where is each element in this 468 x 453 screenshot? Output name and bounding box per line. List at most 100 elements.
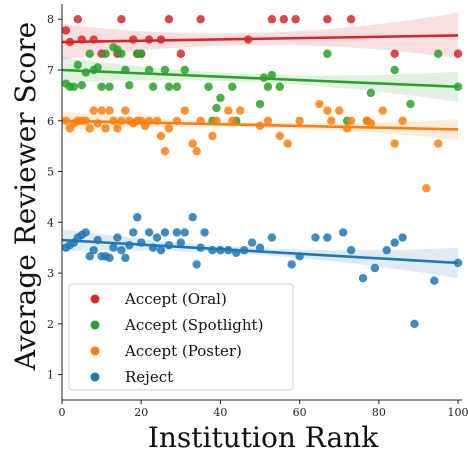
data-point [228, 116, 237, 125]
data-point [267, 233, 277, 242]
legend: Accept (Oral) Accept (Spotlight) Accept (P… [68, 283, 294, 391]
data-point [430, 276, 439, 285]
y-tick-label: 8 [47, 13, 54, 26]
data-point [97, 82, 106, 91]
data-point [113, 233, 122, 242]
data-point [236, 106, 245, 115]
x-axis-label: Institution Rank [148, 421, 379, 453]
data-point [160, 228, 170, 237]
data-point [275, 82, 285, 91]
y-tick-label: 5 [47, 166, 54, 179]
data-point [156, 131, 166, 141]
x-tick-label: 0 [59, 406, 66, 419]
data-point [97, 106, 106, 115]
data-point [164, 82, 174, 91]
data-point [117, 15, 126, 24]
data-point [323, 15, 332, 24]
x-tick-label: 20 [134, 406, 148, 419]
data-point [255, 243, 265, 252]
data-point [144, 228, 154, 237]
data-point [200, 228, 209, 237]
data-point [267, 15, 277, 24]
data-point [77, 81, 87, 90]
data-point [358, 273, 368, 283]
data-point [275, 131, 285, 141]
data-point [117, 49, 126, 58]
data-point [267, 70, 277, 80]
data-points [61, 15, 463, 329]
legend-box [68, 283, 294, 391]
y-tick-label: 1 [47, 369, 54, 382]
data-point [422, 184, 431, 193]
data-point [291, 15, 300, 24]
data-point [192, 260, 201, 269]
data-point [311, 233, 320, 242]
data-point [73, 15, 83, 24]
data-point [85, 49, 94, 58]
data-point [129, 35, 138, 44]
data-point [144, 65, 154, 75]
data-point [61, 26, 71, 35]
x-tick-label: 80 [372, 406, 386, 419]
y-tick-label: 3 [47, 267, 54, 280]
regression-line-3 [61, 238, 459, 265]
data-point [434, 49, 443, 58]
legend-marker [90, 294, 100, 304]
data-point [295, 116, 304, 125]
data-point [93, 63, 102, 72]
data-point [172, 228, 182, 237]
regression-line-2 [61, 119, 459, 131]
legend-label: Accept (Oral) [124, 290, 227, 308]
data-point [346, 116, 356, 125]
data-point [101, 124, 110, 133]
legend-marker [90, 346, 100, 356]
data-point [160, 65, 170, 75]
data-point [279, 15, 288, 24]
data-point [121, 106, 130, 115]
data-point [327, 116, 336, 125]
y-axis-label: Average Reviewer Score [9, 22, 42, 371]
data-point [346, 15, 356, 24]
data-point [180, 228, 189, 237]
data-point [113, 124, 122, 133]
data-point [390, 49, 399, 58]
data-point [382, 246, 391, 255]
regression-lines [61, 34, 459, 265]
data-point [89, 106, 98, 115]
data-point [323, 106, 332, 115]
data-point [216, 93, 225, 103]
data-point [164, 15, 174, 24]
data-point [188, 213, 197, 222]
data-point [335, 106, 344, 115]
data-point [366, 88, 376, 98]
legend-marker [90, 320, 100, 330]
data-point [342, 124, 352, 133]
x-tick-label: 60 [293, 406, 307, 419]
regression-line-0 [61, 34, 459, 44]
data-point [208, 131, 217, 141]
data-point [390, 65, 399, 75]
data-point [176, 49, 186, 58]
data-point [105, 253, 114, 263]
data-point [188, 139, 197, 148]
data-point [125, 81, 134, 90]
data-point [247, 238, 257, 247]
data-point [287, 260, 296, 269]
data-point [410, 319, 419, 329]
data-point [283, 139, 292, 148]
data-point [390, 238, 399, 247]
data-point [117, 246, 126, 255]
regression-line-1 [61, 68, 459, 89]
x-tick-label: 100 [448, 406, 468, 419]
data-point [406, 99, 415, 109]
data-point [204, 82, 213, 91]
data-point [212, 103, 221, 113]
data-point [73, 60, 83, 70]
data-point [346, 246, 356, 255]
data-point [180, 106, 189, 115]
data-point [192, 147, 201, 156]
data-point [398, 116, 407, 125]
data-point [338, 228, 348, 237]
data-point [148, 82, 158, 91]
